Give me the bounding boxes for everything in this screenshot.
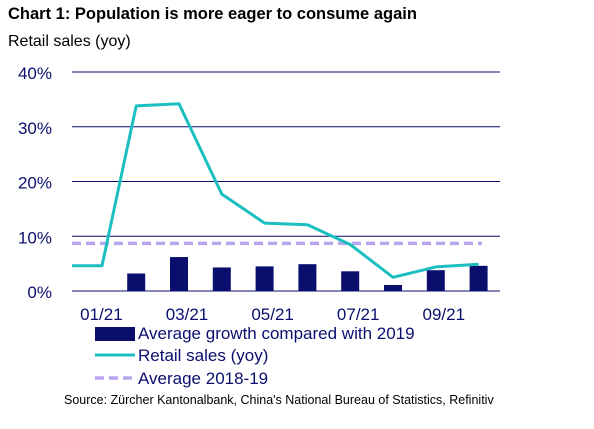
retail-sales-line [72, 102, 479, 279]
bar [255, 266, 274, 291]
x-tick-label: 01/21 [80, 305, 123, 324]
chart-subtitle: Retail sales (yoy) [8, 33, 131, 50]
y-tick-label: 40% [18, 64, 52, 83]
legend-swatch-bar [95, 327, 135, 341]
legend-label: Average 2018-19 [138, 369, 268, 388]
chart-title: Chart 1: Population is more eager to con… [8, 5, 417, 23]
bar [212, 267, 231, 291]
x-tick-label: 09/21 [423, 305, 466, 324]
bar [426, 270, 445, 291]
legend-label: Average growth compared with 2019 [138, 324, 415, 343]
source-note: Source: Zürcher Kantonalbank, China's Na… [64, 393, 494, 407]
y-tick-label: 20% [18, 174, 52, 193]
bar [127, 273, 146, 291]
bar [341, 271, 360, 291]
legend-label: Retail sales (yoy) [138, 346, 268, 365]
x-tick-label: 03/21 [166, 305, 209, 324]
bar [469, 265, 488, 291]
bar [298, 264, 317, 291]
y-tick-label: 10% [18, 228, 52, 247]
x-tick-label: 07/21 [337, 305, 380, 324]
y-tick-label: 0% [27, 283, 52, 302]
bar [384, 284, 402, 291]
y-tick-label: 30% [18, 119, 52, 138]
x-tick-label: 05/21 [251, 305, 294, 324]
bar [170, 257, 188, 291]
